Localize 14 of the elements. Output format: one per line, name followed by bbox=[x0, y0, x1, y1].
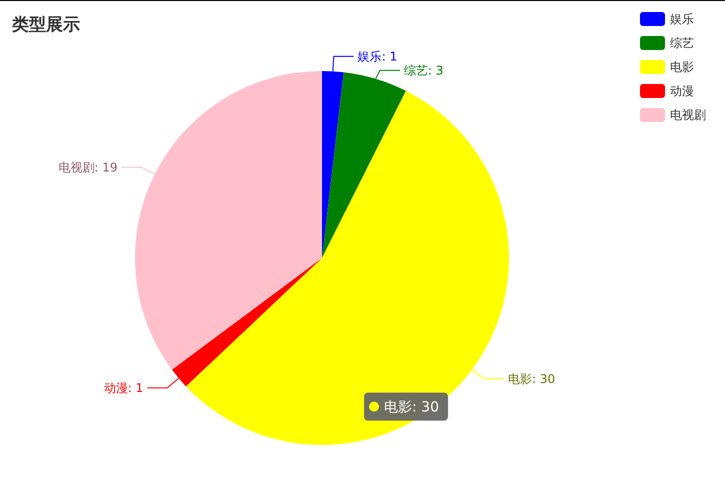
data-label: 电视剧: 19 bbox=[58, 160, 118, 175]
data-label: 娱乐: 1 bbox=[358, 50, 398, 64]
pie-slice bbox=[322, 72, 406, 258]
legend-label: 娱乐 bbox=[670, 12, 694, 26]
data-label: 动漫: 1 bbox=[104, 381, 144, 396]
legend-label: 电视剧 bbox=[670, 108, 706, 122]
text: 电影: 30 bbox=[384, 400, 440, 416]
chart-title: 类型展示 bbox=[11, 15, 80, 35]
data-label: 综艺: 3 bbox=[404, 64, 444, 78]
pie-slice bbox=[186, 90, 509, 445]
data-label: 电影: 30 bbox=[508, 372, 556, 386]
legend-label: 综艺 bbox=[670, 36, 694, 50]
legend-label: 电影 bbox=[670, 60, 694, 74]
legend-label: 动漫 bbox=[670, 84, 694, 98]
